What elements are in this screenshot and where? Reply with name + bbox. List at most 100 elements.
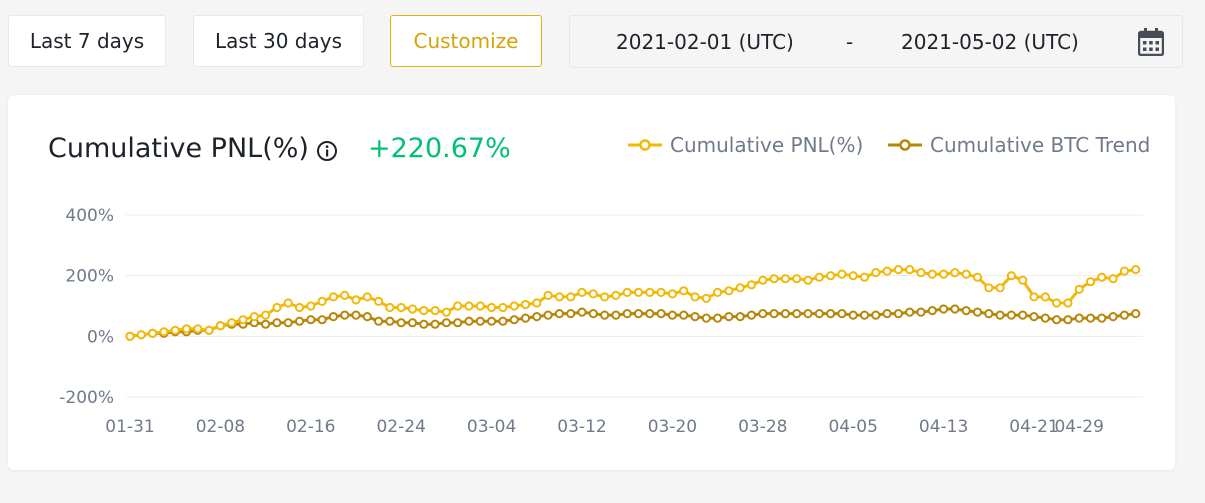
pnl-data-point[interactable] (136, 330, 146, 340)
pnl-data-point[interactable] (509, 301, 519, 311)
btc-data-point[interactable] (306, 315, 316, 325)
btc-data-point[interactable] (600, 310, 610, 320)
btc-data-point[interactable] (667, 310, 678, 320)
pnl-data-point[interactable] (272, 302, 282, 313)
pnl-data-point[interactable] (148, 328, 158, 338)
pnl-data-point[interactable] (972, 272, 983, 282)
pnl-data-point[interactable] (430, 306, 440, 316)
btc-data-point[interactable] (656, 309, 666, 319)
btc-data-point[interactable] (464, 316, 474, 326)
btc-data-point[interactable] (1040, 313, 1050, 323)
pnl-data-point[interactable] (215, 321, 225, 331)
pnl-data-point[interactable] (351, 295, 361, 305)
btc-data-point[interactable] (532, 312, 542, 322)
pnl-data-point[interactable] (464, 301, 474, 311)
btc-data-point[interactable] (554, 309, 565, 319)
btc-data-point[interactable] (487, 316, 497, 326)
btc-data-point[interactable] (622, 309, 632, 319)
btc-data-point[interactable] (396, 318, 406, 328)
pnl-data-point[interactable] (453, 301, 463, 311)
pnl-data-point[interactable] (814, 272, 824, 282)
pnl-data-point[interactable] (419, 306, 429, 316)
pnl-data-point[interactable] (939, 269, 949, 279)
pnl-data-point[interactable] (181, 324, 192, 334)
btc-data-point[interactable] (272, 318, 282, 328)
btc-data-point[interactable] (385, 316, 395, 326)
btc-data-point[interactable] (1063, 315, 1073, 325)
btc-data-point[interactable] (713, 313, 723, 323)
last-7-days-button[interactable]: Last 7 days (8, 15, 166, 67)
pnl-data-point[interactable] (532, 298, 542, 308)
pnl-data-point[interactable] (961, 269, 971, 279)
legend-pnl[interactable]: Cumulative PNL(%) (628, 133, 863, 157)
pnl-data-point[interactable] (554, 292, 565, 302)
btc-data-point[interactable] (283, 318, 293, 328)
pnl-data-point[interactable] (294, 302, 305, 313)
pnl-data-point[interactable] (927, 269, 937, 279)
pnl-data-point[interactable] (667, 289, 678, 299)
pnl-data-point[interactable] (1006, 271, 1017, 281)
pnl-data-point[interactable] (1029, 292, 1039, 302)
btc-data-point[interactable] (419, 319, 429, 329)
pnl-data-point[interactable] (633, 287, 644, 297)
btc-data-point[interactable] (441, 318, 451, 328)
pnl-data-point[interactable] (374, 296, 384, 306)
btc-data-point[interactable] (984, 309, 994, 319)
btc-data-point[interactable] (588, 309, 598, 319)
btc-data-point[interactable] (950, 304, 960, 314)
pnl-data-point[interactable] (769, 274, 779, 284)
btc-data-point[interactable] (498, 316, 508, 326)
pnl-data-point[interactable] (475, 301, 485, 311)
pnl-data-point[interactable] (441, 307, 451, 317)
pnl-data-point[interactable] (317, 296, 327, 306)
pnl-data-point[interactable] (859, 272, 870, 282)
pnl-data-point[interactable] (611, 290, 621, 300)
pnl-data-point[interactable] (1018, 275, 1028, 285)
pnl-data-point[interactable] (656, 287, 666, 297)
btc-data-point[interactable] (1074, 313, 1084, 323)
btc-data-point[interactable] (859, 310, 870, 320)
btc-data-point[interactable] (1085, 313, 1096, 323)
pnl-data-point[interactable] (385, 302, 395, 313)
pnl-data-point[interactable] (837, 269, 847, 279)
btc-data-point[interactable] (453, 318, 463, 328)
last-30-days-button[interactable]: Last 30 days (193, 15, 364, 67)
pnl-data-point[interactable] (249, 312, 259, 322)
pnl-data-point[interactable] (498, 302, 508, 313)
pnl-data-point[interactable] (407, 304, 418, 314)
pnl-data-point[interactable] (645, 287, 655, 297)
pnl-data-point[interactable] (713, 287, 723, 297)
btc-data-point[interactable] (792, 309, 802, 319)
btc-data-point[interactable] (837, 309, 847, 319)
btc-data-point[interactable] (1029, 312, 1039, 322)
btc-data-point[interactable] (1052, 315, 1062, 325)
pnl-data-point[interactable] (1052, 298, 1062, 308)
btc-data-point[interactable] (328, 312, 338, 322)
pnl-data-point[interactable] (995, 283, 1005, 293)
pnl-data-point[interactable] (204, 325, 214, 335)
pnl-data-point[interactable] (577, 287, 587, 297)
pnl-data-point[interactable] (1097, 272, 1107, 282)
calendar-icon[interactable] (1138, 28, 1164, 56)
pnl-data-point[interactable] (543, 290, 553, 300)
pnl-data-point[interactable] (306, 301, 316, 311)
btc-data-point[interactable] (340, 310, 350, 320)
pnl-data-point[interactable] (950, 268, 960, 278)
btc-data-point[interactable] (814, 309, 824, 319)
customize-button[interactable]: Customize (390, 15, 542, 67)
btc-data-point[interactable] (826, 309, 836, 319)
btc-data-point[interactable] (735, 312, 745, 322)
pnl-data-point[interactable] (690, 292, 700, 302)
btc-data-point[interactable] (701, 313, 711, 323)
pnl-data-point[interactable] (871, 268, 881, 278)
pnl-data-point[interactable] (520, 299, 531, 310)
btc-data-point[interactable] (1119, 310, 1130, 320)
btc-data-point[interactable] (566, 309, 576, 319)
start-date[interactable]: 2021-02-01 (UTC) (616, 30, 794, 54)
pnl-data-point[interactable] (238, 315, 248, 325)
btc-data-point[interactable] (724, 312, 734, 322)
btc-data-point[interactable] (1018, 310, 1028, 320)
pnl-data-point[interactable] (622, 287, 632, 297)
pnl-data-point[interactable] (803, 275, 813, 285)
pnl-data-point[interactable] (882, 266, 892, 276)
